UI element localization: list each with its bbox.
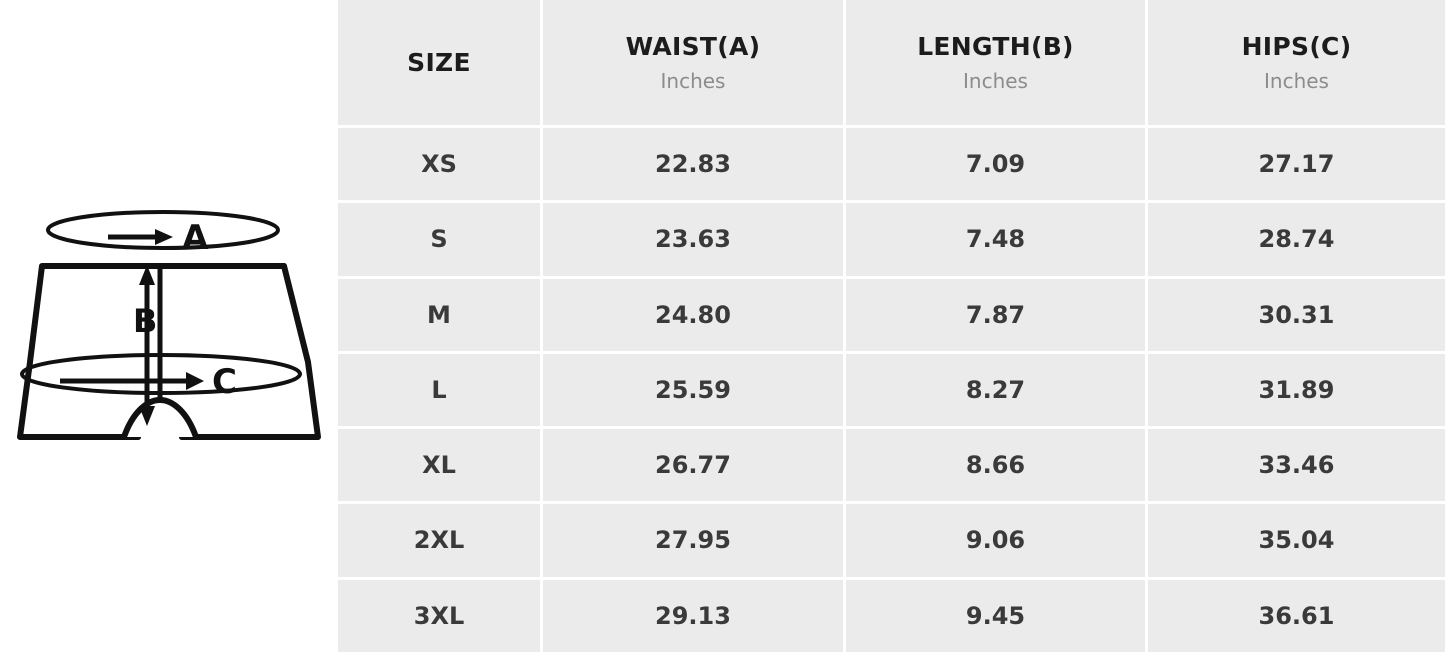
- cell-waist: 24.80: [543, 278, 846, 354]
- column-header-size-title: SIZE: [407, 47, 471, 77]
- cell-waist: 26.77: [543, 429, 846, 505]
- cell-hips-value: 31.89: [1258, 375, 1335, 404]
- cell-size: XL: [338, 429, 543, 505]
- table-row: L 25.59 8.27 31.89: [338, 353, 1445, 430]
- length-arrow-head-down-icon: [139, 406, 155, 426]
- table-row: 2XL 27.95 9.06 35.04: [338, 504, 1445, 580]
- cell-hips: 33.46: [1148, 429, 1445, 505]
- cell-size-value: 2XL: [413, 526, 465, 555]
- column-header-length: LENGTH(B) Inches: [846, 0, 1148, 128]
- column-header-hips-title: HIPS(C): [1241, 32, 1352, 62]
- cell-size: M: [338, 278, 543, 354]
- cell-hips-value: 28.74: [1258, 225, 1335, 254]
- waist-ellipse-icon: [46, 210, 280, 250]
- cell-length-value: 8.27: [965, 375, 1026, 404]
- cell-hips-value: 33.46: [1258, 451, 1335, 480]
- cell-waist: 23.63: [543, 203, 846, 279]
- cell-size-value: XS: [421, 149, 457, 178]
- cell-length: 9.45: [846, 579, 1148, 656]
- table-row: M 24.80 7.87 30.31: [338, 278, 1445, 354]
- column-header-waist: WAIST(A) Inches: [543, 0, 846, 128]
- cell-waist-value: 24.80: [655, 300, 731, 329]
- cell-waist-value: 26.77: [655, 451, 731, 480]
- cell-length-value: 7.09: [965, 149, 1026, 178]
- cell-size: XS: [338, 128, 543, 204]
- cell-hips-value: 30.31: [1258, 300, 1335, 329]
- cell-hips-value: 27.17: [1258, 149, 1335, 178]
- cell-waist: 22.83: [543, 128, 846, 204]
- cell-waist-value: 23.63: [655, 225, 731, 254]
- waist-label-a: A: [182, 218, 209, 258]
- cell-length: 7.48: [846, 203, 1148, 279]
- cell-length-value: 9.06: [965, 526, 1026, 555]
- column-header-hips-unit: Inches: [1264, 68, 1329, 93]
- column-header-waist-title: WAIST(A): [625, 32, 761, 62]
- cell-waist: 29.13: [543, 579, 846, 656]
- column-header-hips: HIPS(C) Inches: [1148, 0, 1445, 128]
- cell-hips: 28.74: [1148, 203, 1445, 279]
- cell-size: 2XL: [338, 504, 543, 580]
- cell-length-value: 7.48: [965, 225, 1026, 254]
- cell-size: S: [338, 203, 543, 279]
- cell-length: 7.09: [846, 128, 1148, 204]
- cell-length: 8.27: [846, 353, 1148, 430]
- cell-size-value: XL: [422, 451, 456, 480]
- cell-size: 3XL: [338, 579, 543, 656]
- cell-length-value: 8.66: [965, 451, 1026, 480]
- hips-arrow-head-icon: [186, 372, 204, 390]
- cell-waist-value: 22.83: [655, 149, 731, 178]
- length-arrow-head-up-icon: [139, 265, 155, 285]
- cell-size: L: [338, 353, 543, 430]
- cell-waist-value: 25.59: [655, 375, 731, 404]
- cell-size-value: S: [430, 225, 448, 254]
- cell-size-value: M: [427, 300, 451, 329]
- length-label-b: B: [133, 302, 157, 340]
- table-row: S 23.63 7.48 28.74: [338, 203, 1445, 279]
- cell-hips-value: 35.04: [1258, 526, 1335, 555]
- cell-length: 8.66: [846, 429, 1148, 505]
- cell-waist-value: 27.95: [655, 526, 731, 555]
- cell-waist: 25.59: [543, 353, 846, 430]
- cell-waist-value: 29.13: [655, 601, 731, 630]
- cell-waist: 27.95: [543, 504, 846, 580]
- cell-hips: 30.31: [1148, 278, 1445, 354]
- cell-length: 7.87: [846, 278, 1148, 354]
- cell-hips: 27.17: [1148, 128, 1445, 204]
- cell-hips: 36.61: [1148, 579, 1445, 656]
- column-header-size: SIZE: [338, 0, 543, 128]
- table-header-row: SIZE WAIST(A) Inches LENGTH(B) Inches HI…: [338, 0, 1445, 128]
- boyshorts-diagram-icon: A B C: [17, 210, 321, 440]
- hips-label-c: C: [212, 362, 237, 402]
- cell-length-value: 7.87: [965, 300, 1026, 329]
- cell-hips-value: 36.61: [1258, 601, 1335, 630]
- cell-size-value: L: [431, 375, 447, 404]
- waist-arrow-head-icon: [155, 229, 173, 245]
- size-table: SIZE WAIST(A) Inches LENGTH(B) Inches HI…: [338, 0, 1445, 656]
- cell-hips: 31.89: [1148, 353, 1445, 430]
- table-row: XL 26.77 8.66 33.46: [338, 429, 1445, 505]
- cell-size-value: 3XL: [413, 601, 465, 630]
- cell-length-value: 9.45: [965, 601, 1026, 630]
- cell-length: 9.06: [846, 504, 1148, 580]
- table-row: XS 22.83 7.09 27.17: [338, 128, 1445, 204]
- column-header-length-title: LENGTH(B): [917, 32, 1074, 62]
- hips-ellipse-icon: [20, 353, 302, 395]
- cell-hips: 35.04: [1148, 504, 1445, 580]
- garment-diagram-panel: A B C: [0, 0, 338, 656]
- column-header-length-unit: Inches: [963, 68, 1028, 93]
- table-row: 3XL 29.13 9.45 36.61: [338, 579, 1445, 656]
- column-header-waist-unit: Inches: [660, 68, 726, 93]
